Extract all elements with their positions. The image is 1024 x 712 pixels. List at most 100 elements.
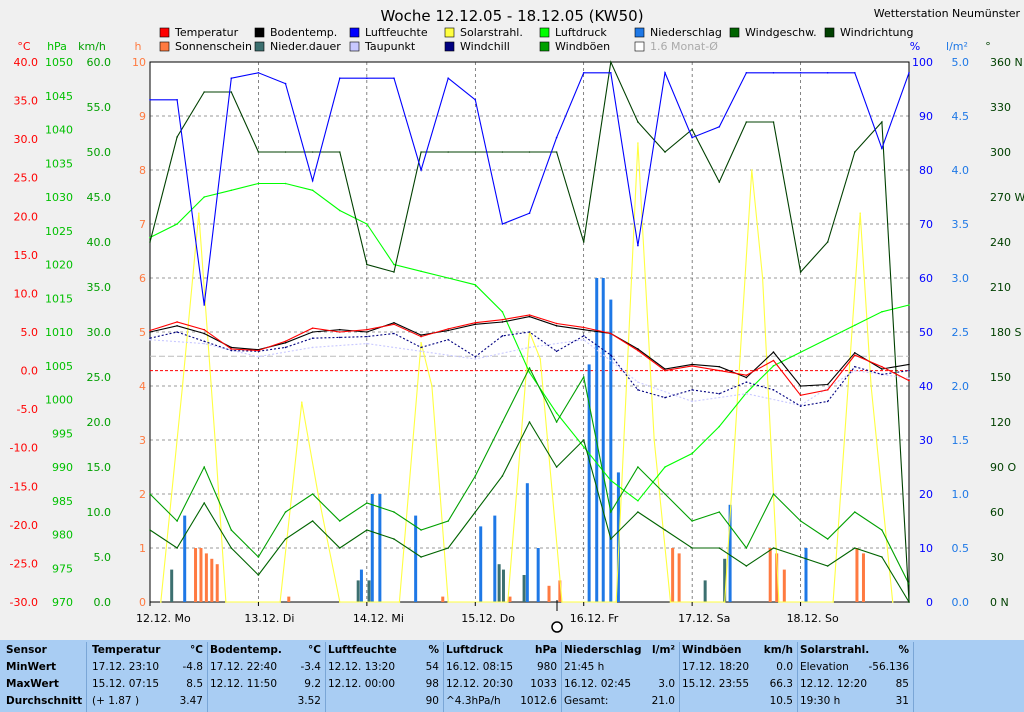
data-point	[420, 346, 422, 349]
day-label: 12.12. Mo	[136, 612, 191, 625]
data-point	[176, 223, 178, 225]
summary-col-4: Niederschlag l/m² 21:45 h 16.12. 02:45 3.0 Ge…	[564, 642, 679, 712]
summary-table	[0, 640, 1024, 712]
data-point	[230, 91, 233, 93]
bar-Nieder.dauer	[367, 580, 371, 602]
data-point	[826, 383, 829, 386]
scroll-handle-icon[interactable]	[551, 621, 563, 633]
data-point	[149, 331, 151, 333]
data-point	[745, 381, 748, 383]
tick-label-celsius: 20.0	[14, 210, 39, 223]
data-point	[203, 502, 206, 504]
data-point	[257, 556, 260, 558]
data-point	[338, 151, 341, 153]
tick-label-degree: 90 O	[990, 461, 1016, 474]
tick-label-hours: 8	[139, 164, 146, 177]
bar-Sonnenschein	[861, 553, 865, 602]
data-point	[610, 72, 612, 74]
summary-max: 16.12. 02:45 3.0	[564, 678, 675, 690]
data-point	[528, 421, 531, 423]
summary-min: 17.12. 18:20 0.0	[682, 661, 793, 673]
data-point	[582, 335, 585, 337]
row-label-min: MinWert	[6, 661, 57, 673]
summary-unit: %	[898, 644, 909, 656]
data-point	[799, 271, 802, 273]
data-point	[366, 223, 368, 225]
data-point	[853, 369, 856, 372]
bar-Niederschlag	[616, 472, 620, 602]
legend-label: Luftfeuchte	[365, 26, 428, 39]
summary-header: Niederschlag l/m²	[564, 642, 679, 659]
data-point	[420, 169, 422, 171]
summary-avg: 10.5	[769, 695, 793, 707]
data-point	[393, 321, 395, 324]
tick-label-kmh: 35.0	[87, 281, 112, 294]
summary-max: 15.12. 07:15 8.5	[92, 678, 203, 690]
data-point	[718, 365, 721, 368]
tick-label-degree: 270 W	[990, 191, 1024, 204]
data-point	[257, 574, 260, 576]
tick-label-hours: 5	[139, 326, 146, 339]
bar-Niederschlag	[536, 548, 540, 602]
data-point	[257, 182, 260, 185]
data-point	[691, 520, 693, 522]
tick-label-celsius: 40.0	[14, 56, 39, 69]
data-point	[772, 493, 775, 495]
summary-min: 12.12. 13:20 54	[328, 661, 439, 673]
data-point	[474, 511, 477, 513]
bar-Sonnenschein	[782, 569, 786, 602]
data-point	[279, 601, 281, 603]
legend-label: Windgeschw.	[745, 26, 817, 39]
tick-label-percent: 90	[919, 110, 933, 123]
data-point	[669, 601, 672, 603]
data-point	[203, 340, 206, 343]
tick-label-percent: 20	[919, 488, 933, 501]
data-point	[420, 334, 422, 336]
summary-min: 21:45 h	[564, 661, 605, 673]
data-point	[582, 376, 585, 378]
data-point	[149, 99, 151, 101]
data-point	[745, 121, 748, 123]
data-point	[311, 337, 314, 339]
tick-label-celsius: -5.0	[17, 403, 38, 416]
data-point	[718, 181, 721, 183]
data-point	[257, 151, 260, 153]
data-point	[561, 601, 563, 603]
summary-col-6: Solarstrahl.% Elevation -56.136 12.12. 12:2…	[800, 642, 913, 712]
data-point	[203, 304, 206, 306]
data-point	[555, 412, 558, 414]
data-point	[826, 400, 829, 403]
data-point	[338, 336, 341, 339]
summary-max: 12.12. 00:00 98	[328, 678, 439, 690]
data-point	[610, 511, 612, 513]
data-point	[718, 126, 721, 128]
data-point	[826, 565, 829, 567]
tick-label-lm2: 0.5	[952, 542, 970, 555]
data-point	[203, 466, 206, 468]
summary-max: 12.12. 20:30 1033	[446, 678, 557, 690]
summary-min: Elevation -56.136	[800, 661, 909, 673]
summary-separator	[913, 642, 914, 712]
summary-avg: (+ 1.87 ) 3.47	[92, 695, 203, 707]
data-point	[149, 529, 151, 531]
tick-label-hpa: 1045	[45, 90, 73, 103]
legend-label: Sonnenschein	[175, 40, 252, 53]
data-point	[225, 601, 227, 603]
tick-label-lm2: 1.0	[952, 488, 970, 501]
data-point	[447, 328, 449, 330]
data-point	[393, 538, 395, 540]
data-point	[691, 400, 693, 403]
data-point	[637, 348, 639, 350]
tick-label-hours: 2	[139, 488, 146, 501]
data-point	[826, 72, 829, 74]
data-point	[398, 601, 401, 603]
data-point	[447, 547, 449, 549]
data-point	[311, 493, 314, 495]
data-point	[745, 392, 748, 395]
tick-label-degree: 120	[990, 416, 1011, 429]
legend-swatch	[634, 27, 645, 38]
day-label: 15.12. Do	[461, 612, 515, 625]
summary-header: Windböen km/h	[682, 642, 797, 659]
bar-Sonnenschein	[671, 548, 675, 602]
summary-unit: l/m²	[652, 644, 675, 656]
